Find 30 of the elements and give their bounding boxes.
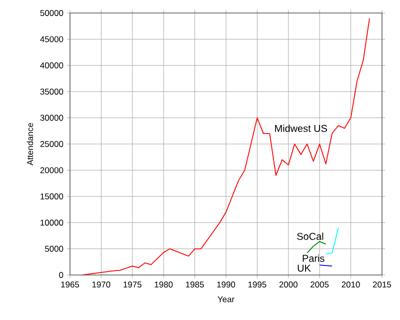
x-tick-label: 1980 [154, 282, 173, 288]
series-label: SoCal [297, 232, 324, 240]
line-series [306, 241, 326, 254]
x-tick-label: 1985 [186, 282, 204, 288]
y-tick-label: 5000 [44, 246, 64, 252]
y-axis-title: Attendance [26, 122, 34, 166]
series-label: UK [298, 264, 311, 272]
y-tick-label: 20000 [40, 167, 64, 174]
y-tick-label: 50000 [40, 10, 64, 16]
x-tick-label: 2010 [342, 282, 360, 288]
series-label: Paris [302, 254, 324, 262]
x-tick-label: 1990 [217, 282, 236, 288]
x-tick-label: 2015 [373, 282, 392, 288]
y-tick-label: 30000 [40, 114, 64, 121]
y-tick-label: 15000 [40, 193, 64, 200]
x-tick-label: 2000 [279, 282, 298, 288]
x-tick-label: 1975 [124, 282, 142, 288]
y-tick-label: 40000 [40, 62, 64, 68]
y-tick-label: 0 [59, 272, 64, 278]
x-tick-label: 1995 [248, 282, 266, 288]
y-tick-label: 10000 [40, 220, 64, 226]
y-tick-label: 35000 [40, 88, 64, 95]
x-axis-title: Year [218, 296, 234, 302]
x-tick-label: 1970 [92, 282, 110, 288]
y-tick-label: 25000 [40, 141, 64, 147]
series-label: Midwest US [275, 124, 327, 132]
y-tick-label: 45000 [40, 36, 64, 42]
line-series [82, 18, 370, 275]
x-tick-label: 2005 [310, 282, 329, 288]
x-tick-label: 1965 [61, 282, 80, 288]
